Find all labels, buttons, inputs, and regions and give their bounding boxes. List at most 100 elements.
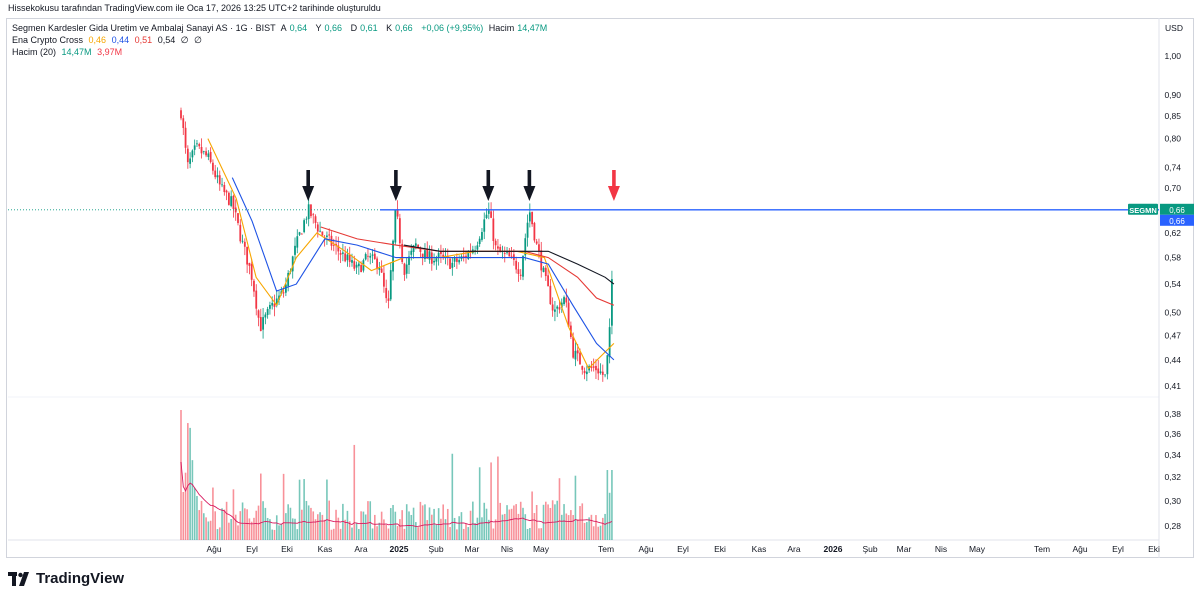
- candle-body: [291, 256, 294, 272]
- volume-bar: [426, 520, 429, 540]
- y-tick-label: 0,54: [1164, 279, 1181, 289]
- candle-body: [307, 204, 310, 220]
- symbol-title[interactable]: Segmen Kardesler Gida Uretim ve Ambalaj …: [12, 23, 276, 33]
- volume-bar: [497, 456, 499, 540]
- candle-body: [533, 222, 536, 241]
- indicator-name[interactable]: Ena Crypto Cross: [12, 35, 84, 45]
- volume-bar: [275, 515, 278, 540]
- candle-body: [604, 374, 606, 376]
- x-tick-label: Mar: [465, 544, 480, 554]
- volume-bar: [446, 508, 449, 540]
- candle-body: [275, 298, 278, 306]
- candle-body: [535, 241, 538, 244]
- candle-body: [326, 235, 328, 237]
- volume-bar: [417, 527, 419, 540]
- candle-body: [478, 238, 481, 245]
- volume-bar: [344, 519, 346, 540]
- volume-bar: [257, 505, 260, 540]
- x-tick-label: Nis: [935, 544, 947, 554]
- candle-body: [330, 235, 333, 246]
- y-tick-label: 0,58: [1164, 253, 1181, 263]
- candle-body: [579, 352, 581, 365]
- candle-body: [611, 279, 613, 326]
- candle-body: [597, 368, 600, 374]
- volume-bar: [517, 513, 520, 540]
- volume-bar: [581, 503, 584, 540]
- x-tick-label: Eki: [714, 544, 726, 554]
- candle-body: [287, 272, 290, 287]
- price-tag-text-2: 0,66: [1169, 217, 1185, 226]
- candle-body: [269, 304, 271, 309]
- candle-body: [526, 222, 529, 238]
- candle-body: [408, 256, 410, 265]
- volume-bar: [383, 519, 385, 540]
- volume-bar: [467, 527, 470, 540]
- candle-body: [380, 268, 383, 273]
- volume-bar: [339, 528, 342, 540]
- candle-body: [189, 158, 192, 164]
- volume-bar: [326, 479, 328, 540]
- volume-bar: [531, 491, 533, 540]
- volume-bar: [266, 517, 269, 540]
- candle-body: [264, 314, 267, 318]
- volume-bar: [232, 489, 235, 540]
- chart-frame: [6, 18, 1194, 558]
- symbol-legend[interactable]: Segmen Kardesler Gida Uretim ve Ambalaj …: [12, 23, 553, 33]
- candle-body: [378, 267, 381, 270]
- candle-body: [428, 251, 431, 260]
- candle-body: [426, 248, 429, 259]
- volume-bar: [583, 522, 586, 540]
- candle-body: [339, 252, 342, 255]
- candle-body: [198, 144, 201, 147]
- volume-bar: [599, 525, 602, 540]
- volume-bar: [501, 514, 504, 540]
- volume-indicator-name[interactable]: Hacim (20): [12, 47, 57, 57]
- volume-bar: [392, 504, 394, 540]
- volume-bar: [403, 528, 406, 540]
- candle-body: [519, 274, 522, 276]
- x-tick-label: 2025: [390, 544, 409, 554]
- volume-bar: [597, 526, 600, 540]
- volume-bar: [200, 500, 203, 540]
- volume-bar: [433, 508, 435, 540]
- x-tick-label: May: [533, 544, 550, 554]
- volume-legend[interactable]: Hacim (20) 14,47M 3,97M: [12, 47, 125, 57]
- y-tick-label: 0,44: [1164, 355, 1181, 365]
- volume-bar: [203, 513, 205, 540]
- candle-body: [531, 211, 534, 225]
- volume-bar: [323, 519, 326, 540]
- candle-body: [371, 254, 374, 256]
- chart-credit: Hissekokusu tarafından TradingView.com i…: [8, 3, 381, 13]
- candle-body: [538, 244, 540, 252]
- volume-bar: [476, 517, 479, 540]
- volume-bar: [298, 479, 301, 540]
- x-tick-label: Kas: [752, 544, 767, 554]
- volume-bar: [592, 526, 595, 540]
- volume-bar: [549, 507, 552, 540]
- volume-bar: [570, 510, 572, 540]
- tradingview-brand[interactable]: TradingView: [8, 570, 124, 587]
- candle-body: [595, 365, 597, 371]
- volume-bar: [319, 512, 321, 540]
- indicator-value-1: 0,46: [88, 35, 107, 45]
- indicator-legend[interactable]: Ena Crypto Cross 0,46 0,44 0,51 0,54 ∅ ∅: [12, 35, 205, 46]
- candle-body: [312, 214, 315, 216]
- volume-bar: [435, 524, 438, 540]
- candle-body: [180, 110, 182, 119]
- candle-body: [453, 257, 456, 262]
- moving-average-blue: [231, 177, 615, 361]
- candle-body: [227, 192, 230, 205]
- candle-body: [246, 246, 249, 265]
- candle-body: [515, 260, 518, 270]
- symbol-tag-bg: [1128, 203, 1158, 215]
- volume-bar: [364, 514, 367, 540]
- volume-bar: [563, 504, 565, 540]
- volume-bar: [560, 514, 563, 540]
- volume-bar: [371, 528, 374, 540]
- candle-body: [601, 371, 604, 375]
- volume-bar: [604, 513, 606, 540]
- indicator-value-4: 0,54: [157, 35, 176, 45]
- candle-body: [186, 148, 189, 163]
- candle-body: [440, 251, 442, 254]
